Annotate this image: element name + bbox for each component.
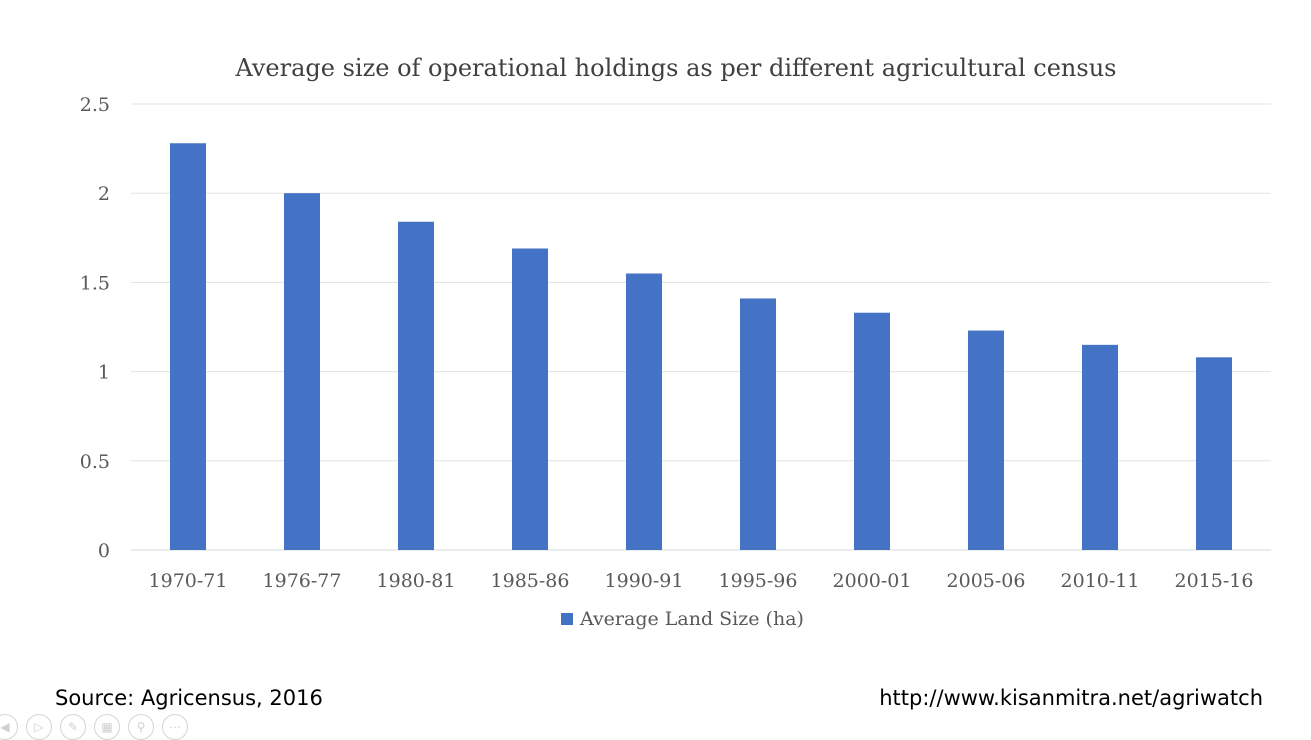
- bar: [626, 273, 662, 550]
- gridlines: [131, 103, 1271, 551]
- bar: [398, 221, 434, 550]
- bar: [170, 143, 206, 551]
- x-tick-label: 2015-16: [1175, 570, 1254, 592]
- x-tick-label: 1990-91: [605, 570, 684, 592]
- zoom-icon[interactable]: ⚲: [128, 714, 154, 740]
- bar: [1082, 344, 1118, 550]
- legend-swatch: [561, 613, 573, 625]
- bar: [284, 193, 320, 550]
- slides-icon[interactable]: ▦: [94, 714, 120, 740]
- y-tick-label: 0.5: [80, 451, 110, 473]
- slide-controls: ◀ ▷ ✎ ▦ ⚲ ⋯: [0, 714, 188, 740]
- play-icon[interactable]: ▷: [26, 714, 52, 740]
- x-tick-label: 1970-71: [149, 570, 228, 592]
- x-tick-label: 1995-96: [719, 570, 798, 592]
- more-icon[interactable]: ⋯: [162, 714, 188, 740]
- x-tick-label: 2005-06: [947, 570, 1026, 592]
- previous-icon[interactable]: ◀: [0, 714, 18, 740]
- legend: Average Land Size (ha): [561, 608, 804, 630]
- bars: [170, 143, 1232, 551]
- x-tick-label: 1985-86: [491, 570, 570, 592]
- legend-label: Average Land Size (ha): [579, 608, 804, 630]
- pen-icon[interactable]: ✎: [60, 714, 86, 740]
- y-tick-label: 0: [98, 540, 110, 562]
- bar: [740, 298, 776, 550]
- source-url: http://www.kisanmitra.net/agriwatch: [879, 686, 1263, 710]
- bar: [968, 330, 1004, 550]
- y-tick-label: 2: [98, 183, 110, 205]
- chart-title: Average size of operational holdings as …: [235, 54, 1117, 82]
- bar: [1196, 357, 1232, 550]
- y-tick-label: 1: [98, 362, 110, 384]
- x-tick-label: 2000-01: [833, 570, 912, 592]
- y-tick-label: 2.5: [80, 94, 110, 116]
- x-tick-label: 1980-81: [377, 570, 456, 592]
- y-tick-label: 1.5: [80, 272, 110, 294]
- bar: [512, 248, 548, 550]
- x-tick-label: 1976-77: [263, 570, 342, 592]
- source-caption: Source: Agricensus, 2016: [55, 686, 323, 710]
- y-axis-tick-labels: 0 0.5 1 1.5 2 2.5: [80, 94, 110, 562]
- x-axis-tick-labels: 1970-71 1976-77 1980-81 1985-86 1990-91 1995-…: [149, 570, 1254, 592]
- bar: [854, 312, 890, 550]
- x-tick-label: 2010-11: [1061, 570, 1140, 592]
